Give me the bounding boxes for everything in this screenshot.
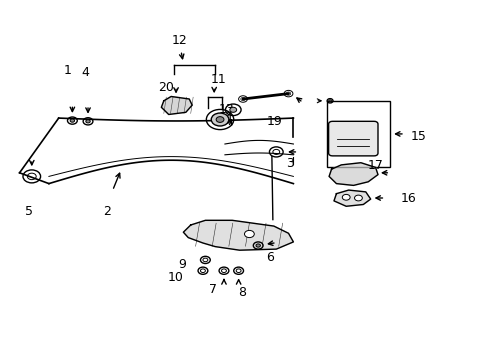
Text: 3: 3: [285, 157, 293, 170]
Text: 9: 9: [178, 258, 185, 271]
Text: 13: 13: [219, 103, 234, 116]
Text: 12: 12: [172, 34, 187, 47]
Circle shape: [229, 107, 236, 112]
Text: 5: 5: [25, 205, 33, 218]
Text: 19: 19: [266, 115, 282, 128]
Text: 6: 6: [266, 251, 274, 264]
Polygon shape: [333, 190, 370, 206]
Text: 16: 16: [400, 192, 416, 204]
Text: 4: 4: [81, 66, 89, 79]
Text: 14: 14: [217, 112, 233, 125]
Bar: [326, 101, 389, 167]
Polygon shape: [183, 220, 293, 250]
Circle shape: [216, 117, 224, 122]
Text: 2: 2: [102, 205, 110, 218]
Text: 11: 11: [210, 73, 225, 86]
Text: 10: 10: [168, 271, 183, 284]
Circle shape: [211, 113, 228, 126]
Text: 7: 7: [208, 283, 216, 296]
Circle shape: [256, 244, 260, 247]
Circle shape: [244, 230, 254, 238]
Circle shape: [328, 100, 331, 102]
Circle shape: [354, 195, 362, 201]
Text: 1: 1: [63, 64, 71, 77]
Text: 17: 17: [367, 159, 383, 172]
Circle shape: [70, 119, 74, 122]
Text: 18: 18: [350, 132, 366, 145]
FancyBboxPatch shape: [328, 121, 377, 156]
Text: 8: 8: [238, 286, 245, 299]
Polygon shape: [328, 163, 377, 185]
Polygon shape: [161, 96, 192, 114]
Text: 20: 20: [158, 81, 174, 94]
Text: 15: 15: [410, 130, 426, 143]
Circle shape: [342, 194, 349, 200]
Circle shape: [85, 120, 90, 123]
